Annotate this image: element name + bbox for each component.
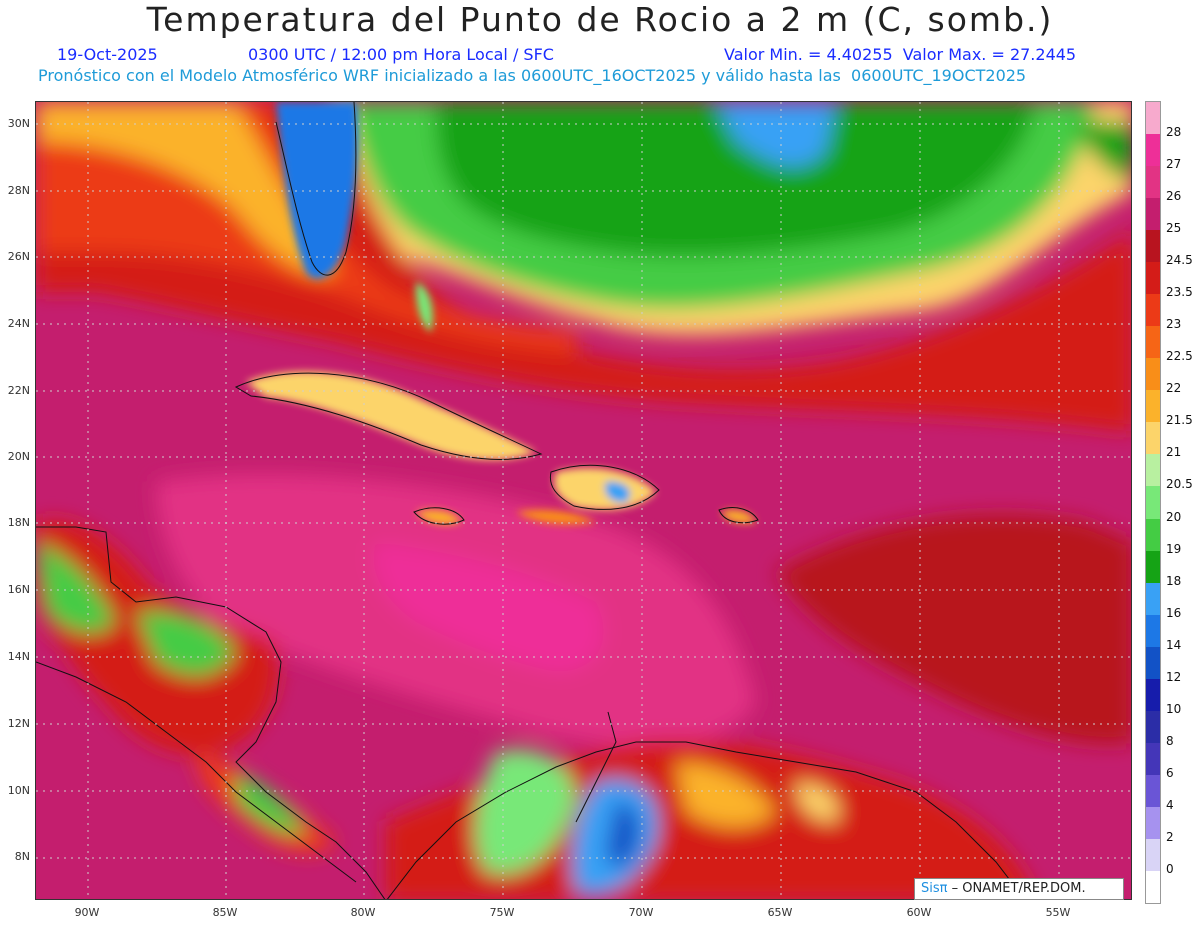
lon-label: 85W — [212, 906, 238, 919]
lat-label: 18N — [7, 516, 30, 529]
colorbar — [1145, 101, 1161, 904]
lat-label: 20N — [7, 450, 30, 463]
colorbar-segment — [1146, 518, 1160, 552]
coastlines — [36, 102, 1026, 899]
credit-box: Sisπ – ONAMET/REP.DOM. — [914, 878, 1124, 900]
colorbar-segment — [1146, 774, 1160, 808]
colorbar-label: 23.5 — [1166, 285, 1193, 300]
lat-label: 24N — [7, 317, 30, 330]
lat-label: 10N — [7, 784, 30, 797]
colorbar-label: 20.5 — [1166, 477, 1193, 492]
colorbar-segment — [1146, 326, 1160, 359]
colorbar-label: 14 — [1166, 637, 1182, 652]
credit-text: – ONAMET/REP.DOM. — [951, 881, 1086, 896]
colorbar-label: 21 — [1166, 445, 1182, 460]
colorbar-label: 25 — [1166, 221, 1182, 236]
colorbar-segment — [1146, 294, 1160, 327]
lon-label: 90W — [74, 906, 100, 919]
colorbar-segment — [1146, 870, 1160, 904]
colorbar-segment — [1146, 198, 1160, 231]
dewpoint-map — [35, 101, 1132, 900]
colorbar-segment — [1146, 678, 1160, 712]
lat-label: 14N — [7, 650, 30, 663]
min-max-values: Valor Min. = 4.40255 Valor Max. = 27.244… — [724, 45, 1077, 64]
lon-label: 60W — [906, 906, 932, 919]
colorbar-label: 12 — [1166, 669, 1182, 684]
colorbar-label: 22.5 — [1166, 349, 1193, 364]
colorbar-segment — [1146, 422, 1160, 455]
colorbar-segment — [1146, 102, 1160, 135]
colorbar-segment — [1146, 582, 1160, 616]
colorbar-label: 26 — [1166, 189, 1182, 204]
sispi-logo: Sisπ — [921, 881, 948, 896]
lon-label: 55W — [1045, 906, 1071, 919]
lat-label: 16N — [7, 583, 30, 596]
colorbar-label: 23 — [1166, 317, 1182, 332]
colorbar-label: 16 — [1166, 605, 1182, 620]
colorbar-segment — [1146, 710, 1160, 744]
colorbar-label: 6 — [1166, 765, 1174, 780]
colorbar-label: 4 — [1166, 797, 1174, 812]
valid-date: 19-Oct-2025 — [57, 45, 158, 64]
colorbar-label: 18 — [1166, 573, 1182, 588]
lat-label: 12N — [7, 717, 30, 730]
lat-label: 22N — [7, 384, 30, 397]
colorbar-label: 28 — [1166, 125, 1182, 140]
lat-label: 30N — [7, 117, 30, 130]
colorbar-label: 10 — [1166, 701, 1182, 716]
colorbar-segment — [1146, 486, 1160, 519]
colorbar-label: 21.5 — [1166, 413, 1193, 428]
colorbar-segment — [1146, 454, 1160, 487]
model-init-line: Pronóstico con el Modelo Atmosférico WRF… — [38, 66, 1027, 85]
colorbar-segment — [1146, 806, 1160, 840]
valid-time: 0300 UTC / 12:00 pm Hora Local / SFC — [248, 45, 554, 64]
lon-label: 65W — [767, 906, 793, 919]
colorbar-segment — [1146, 614, 1160, 648]
colorbar-segment — [1146, 262, 1160, 295]
lat-label: 28N — [7, 184, 30, 197]
colorbar-segment — [1146, 134, 1160, 167]
colorbar-segment — [1146, 390, 1160, 423]
colorbar-label: 2 — [1166, 829, 1174, 844]
lon-label: 80W — [350, 906, 376, 919]
colorbar-segment — [1146, 358, 1160, 391]
colorbar-label: 8 — [1166, 733, 1174, 748]
colorbar-label: 20 — [1166, 509, 1182, 524]
lat-label: 8N — [14, 850, 30, 863]
colorbar-label: 0 — [1166, 861, 1174, 876]
colorbar-segment — [1146, 646, 1160, 680]
colorbar-segment — [1146, 166, 1160, 199]
shaded-field — [36, 102, 1131, 899]
graticule — [36, 102, 1131, 899]
colorbar-label: 27 — [1166, 157, 1182, 172]
lon-label: 75W — [489, 906, 515, 919]
colorbar-label: 22 — [1166, 381, 1182, 396]
lon-label: 70W — [628, 906, 654, 919]
colorbar-segment — [1146, 230, 1160, 263]
map-title: Temperatura del Punto de Rocio a 2 m (C,… — [146, 0, 1054, 39]
colorbar-label: 19 — [1166, 541, 1182, 556]
colorbar-segment — [1146, 550, 1160, 584]
colorbar-label: 24.5 — [1166, 253, 1193, 268]
colorbar-segment — [1146, 742, 1160, 776]
colorbar-segment — [1146, 838, 1160, 872]
lat-label: 26N — [7, 250, 30, 263]
